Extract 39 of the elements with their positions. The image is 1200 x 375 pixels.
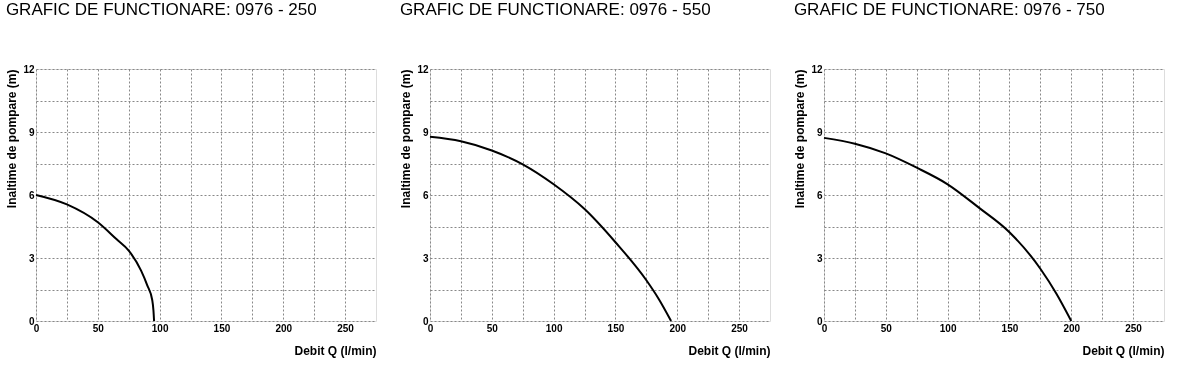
x-axis-title: Debit Q (l/min) [294, 343, 377, 358]
x-tick-label: 150 [607, 322, 625, 334]
chart-title: GRAFIC DE FUNCTIONARE: 0976 - 550 [399, 0, 711, 19]
x-tick-label: 200 [1063, 322, 1081, 334]
y-tick-label: 3 [28, 252, 35, 264]
y-tick-label: 9 [422, 126, 429, 138]
x-tick-label: 250 [337, 322, 355, 334]
x-tick-label: 100 [939, 322, 957, 334]
x-tick-label: 50 [92, 322, 105, 334]
y-tick-label: 6 [422, 189, 429, 201]
y-axis-title: Inaltime de pompare (m) [793, 69, 808, 209]
y-tick-label: 9 [28, 126, 35, 138]
x-tick-label: 100 [151, 322, 169, 334]
x-tick-label: 50 [880, 322, 893, 334]
chart-title: GRAFIC DE FUNCTIONARE: 0976 - 750 [793, 0, 1105, 19]
x-tick-label: 200 [669, 322, 687, 334]
y-tick-label: 3 [816, 252, 823, 264]
x-axis-title: Debit Q (l/min) [688, 343, 771, 358]
x-tick-label: 250 [1125, 322, 1143, 334]
chart-title: GRAFIC DE FUNCTIONARE: 0976 - 250 [5, 0, 317, 19]
x-tick-label: 250 [731, 322, 749, 334]
x-tick-label: 150 [1001, 322, 1019, 334]
y-tick-label: 12 [23, 63, 35, 75]
line-series [35, 194, 156, 322]
y-tick-label: 6 [816, 189, 823, 201]
y-axis-title: Inaltime de pompare (m) [399, 69, 414, 209]
line-series [429, 135, 673, 322]
x-tick-label: 50 [486, 322, 499, 334]
x-axis-title: Debit Q (l/min) [1082, 343, 1165, 358]
y-axis-title: Inaltime de pompare (m) [5, 69, 20, 209]
line-series [823, 136, 1073, 322]
y-tick-label: 9 [816, 126, 823, 138]
y-tick-label: 12 [811, 63, 823, 75]
x-tick-label: 150 [213, 322, 231, 334]
y-tick-label: 3 [422, 252, 429, 264]
y-tick-label: 12 [417, 63, 429, 75]
x-tick-label: 100 [545, 322, 563, 334]
x-tick-label: 200 [275, 322, 293, 334]
y-tick-label: 6 [28, 189, 35, 201]
